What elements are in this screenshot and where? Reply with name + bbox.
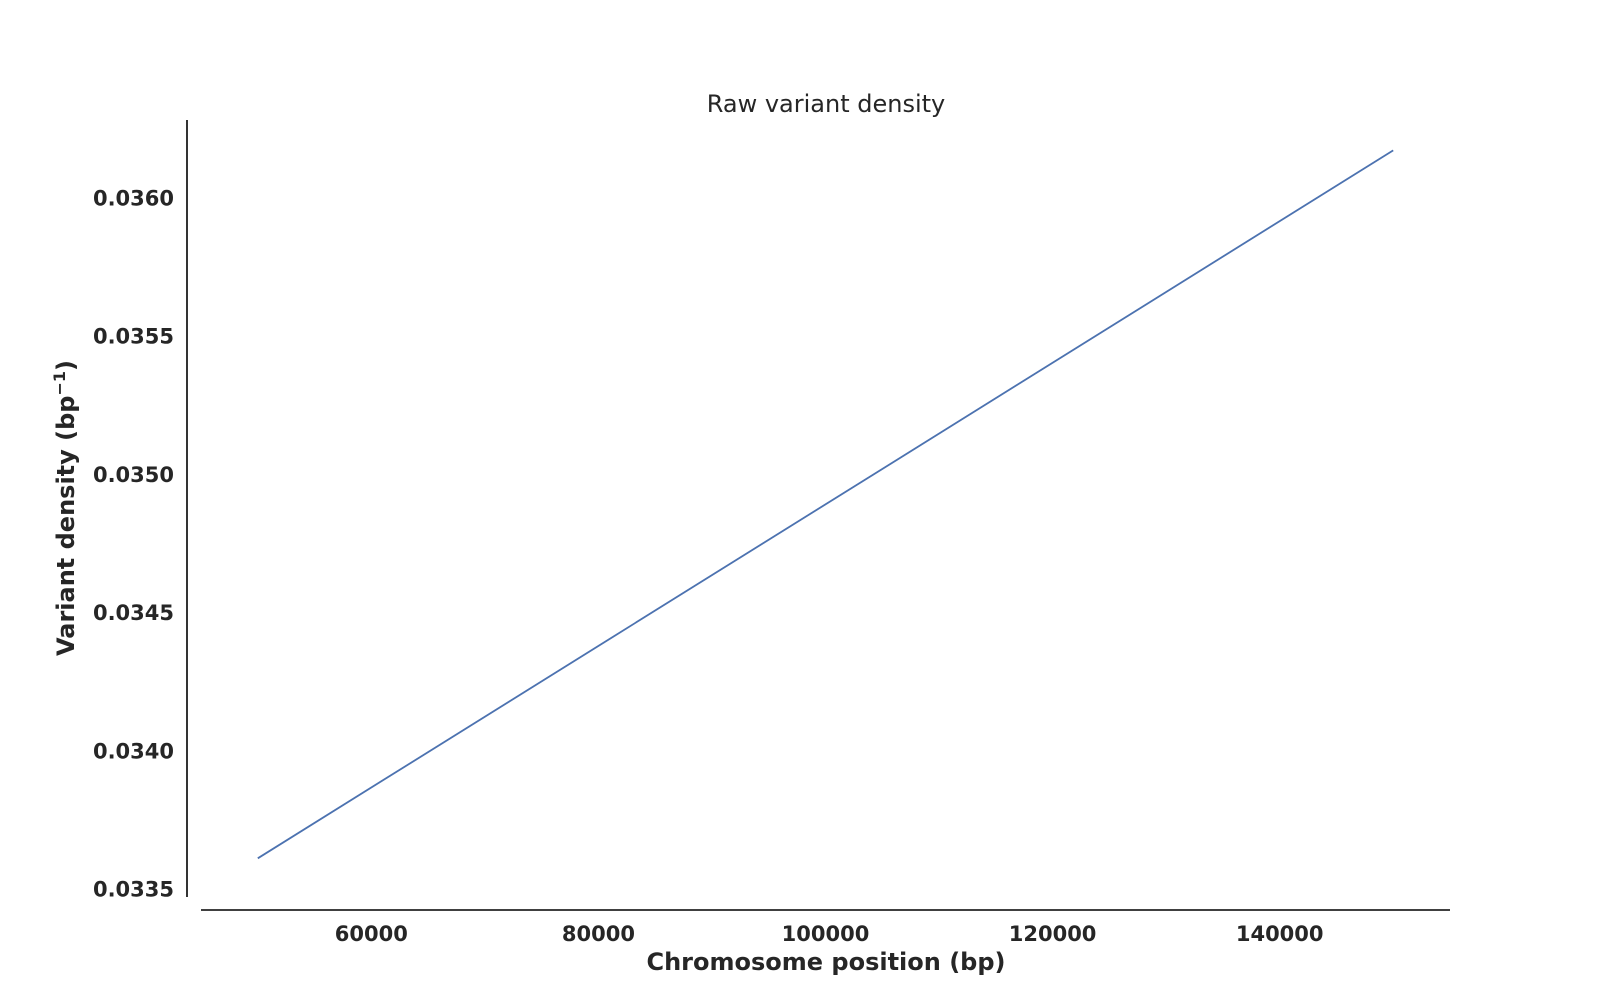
- chart-title: Raw variant density: [707, 90, 946, 118]
- y-axis-label-main: Variant density (bp: [52, 396, 80, 656]
- y-axis-ticks: 0.0335 0.0340 0.0345 0.0350 0.0355 0.0360: [93, 186, 174, 901]
- y-tick-label: 0.0345: [93, 601, 174, 625]
- series-line-0: [257, 149, 1394, 860]
- x-tick-label: 140000: [1236, 922, 1324, 946]
- y-tick-label: 0.0350: [93, 463, 174, 487]
- x-axis-label: Chromosome position (bp): [646, 948, 1005, 976]
- x-tick-label: 80000: [562, 922, 635, 946]
- series-layer: [257, 149, 1394, 860]
- x-axis-ticks: 60000 80000 100000 120000 140000: [335, 922, 1324, 946]
- y-tick-label: 0.0335: [93, 878, 174, 902]
- x-tick-label: 120000: [1009, 922, 1097, 946]
- y-tick-label: 0.0360: [93, 186, 174, 210]
- y-tick-label: 0.0355: [93, 325, 174, 349]
- x-tick-label: 100000: [782, 922, 870, 946]
- y-axis-label-tail: ): [52, 360, 80, 371]
- y-axis-label-superscript: −1: [50, 371, 69, 396]
- y-axis-label: Variant density (bp−1): [50, 360, 81, 656]
- y-tick-label: 0.0340: [93, 739, 174, 763]
- x-tick-label: 60000: [335, 922, 408, 946]
